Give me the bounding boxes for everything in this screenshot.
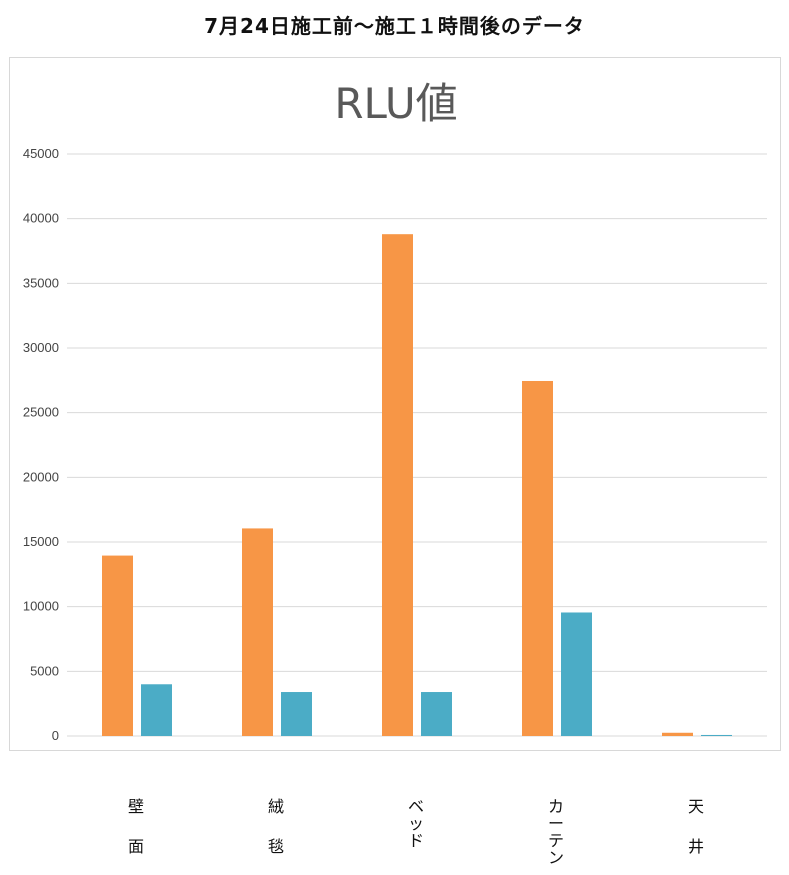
bar: [662, 732, 693, 736]
x-tick-label-char: 毯: [268, 837, 284, 856]
bar: [102, 555, 133, 736]
gridlines: [67, 153, 767, 737]
bar: [701, 734, 732, 736]
chart-title: RLU値: [334, 79, 457, 128]
bar: [242, 528, 273, 736]
x-tick-label-char: カ: [548, 797, 564, 816]
chart-frame: RLU値 0 5000 10000 15000 20000 25000 30000 35000…: [9, 57, 781, 751]
x-tick-label-char: ー: [548, 814, 564, 833]
x-tick-label-char: 壁: [128, 797, 144, 816]
y-tick-label: 30000: [23, 340, 59, 355]
y-tick-label: 0: [52, 728, 59, 743]
x-tick-label-char: ッ: [408, 814, 424, 833]
x-tick-label-char: ド: [408, 831, 424, 850]
bar: [141, 684, 172, 736]
bar: [281, 692, 312, 736]
y-tick-label: 40000: [23, 211, 59, 226]
y-tick-label: 20000: [23, 469, 59, 484]
x-tick-label-char: 天: [688, 797, 704, 816]
page-title: 7月24日施工前～施工１時間後のデータ: [204, 14, 585, 38]
bar: [522, 380, 553, 736]
y-axis-ticks: 0 5000 10000 15000 20000 25000 30000 35000 40000…: [23, 146, 59, 743]
y-tick-label: 35000: [23, 275, 59, 290]
y-tick-label: 5000: [30, 663, 59, 678]
x-tick-label-char: ン: [548, 848, 564, 867]
y-tick-label: 25000: [23, 405, 59, 420]
bars: [102, 234, 732, 737]
x-tick-label-char: ベ: [408, 797, 424, 816]
y-tick-label: 15000: [23, 534, 59, 549]
x-tick-label-char: 井: [688, 837, 704, 856]
y-tick-label: 10000: [23, 599, 59, 614]
x-tick-label-char: 絨: [268, 797, 284, 816]
x-tick-label-char: テ: [548, 831, 564, 850]
bar: [561, 612, 592, 736]
x-tick-label-char: 面: [128, 837, 144, 856]
y-tick-label: 45000: [23, 146, 59, 161]
bar: [382, 234, 413, 737]
bar-chart: RLU値 0 5000 10000 15000 20000 25000 30000 35000…: [23, 79, 767, 743]
bar: [421, 692, 452, 736]
